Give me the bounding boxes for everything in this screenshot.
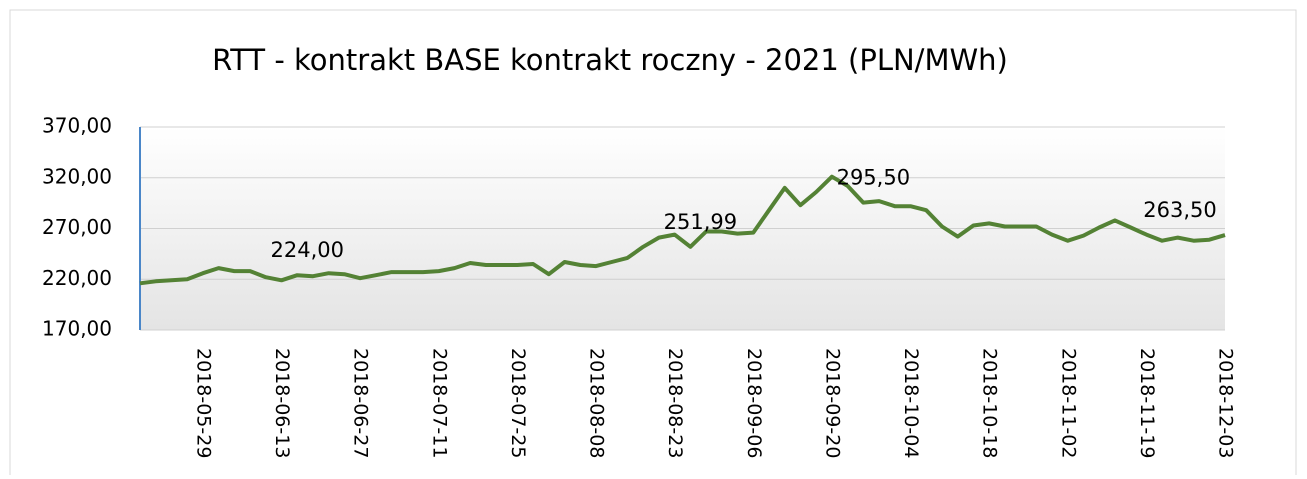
y-tick-label: 320,00	[42, 164, 112, 188]
x-tick-label: 2018-05-29	[192, 348, 214, 458]
x-tick-label: 2018-09-20	[821, 348, 843, 458]
x-tick-label: 2018-10-18	[979, 348, 1001, 458]
x-tick-label: 2018-06-13	[271, 348, 293, 458]
chart-title: RTT - kontrakt BASE kontrakt roczny - 20…	[212, 43, 1008, 77]
data-label: 251,99	[664, 210, 737, 234]
x-tick-label: 2018-07-25	[507, 348, 529, 458]
x-tick-label: 2018-11-19	[1136, 348, 1158, 458]
y-tick-label: 170,00	[42, 317, 112, 341]
x-tick-label: 2018-08-23	[664, 348, 686, 458]
x-tick-label: 2018-11-02	[1057, 348, 1079, 458]
x-tick-label: 2018-08-08	[586, 348, 608, 458]
y-tick-label: 220,00	[42, 266, 112, 290]
data-line	[139, 174, 1226, 286]
y-tick-label: 370,00	[42, 114, 112, 138]
x-tick-label: 2018-09-06	[743, 348, 765, 458]
x-tick-label: 2018-12-03	[1215, 348, 1237, 458]
x-tick-label: 2018-10-04	[900, 348, 922, 458]
x-tick-label: 2018-06-27	[350, 348, 372, 458]
data-label: 295,50	[837, 166, 910, 190]
data-label: 263,50	[1143, 198, 1216, 222]
data-label: 224,00	[271, 238, 344, 262]
x-tick-label: 2018-07-11	[428, 348, 450, 458]
y-tick-label: 270,00	[42, 215, 112, 239]
